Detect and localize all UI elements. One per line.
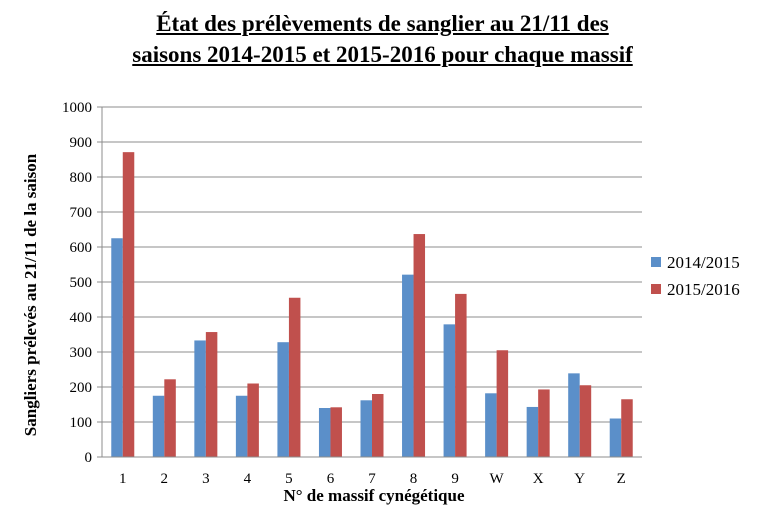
y-tick-label: 200	[70, 380, 93, 396]
bar-series-1-X	[526, 406, 539, 457]
y-tick-label: 1000	[62, 100, 92, 116]
bars	[111, 152, 633, 457]
y-axis-title: Sangliers prélevés au 21/11 de la saison	[21, 153, 40, 436]
bar-series-2-5	[288, 297, 301, 457]
y-tick-label: 300	[70, 345, 93, 361]
y-tick-labels: 0 100 200 300 400 500 600 700 800 900 1000	[62, 100, 92, 466]
legend-label: 2015/2016	[667, 280, 740, 299]
x-tick-label: Z	[617, 471, 626, 487]
x-tick-label: 3	[202, 471, 210, 487]
x-tick-label: 7	[368, 471, 376, 487]
bar-series-1-1	[111, 238, 123, 457]
bar-series-2-8	[413, 234, 426, 457]
legend-label: 2014/2015	[667, 253, 740, 272]
legend-swatch	[651, 257, 661, 267]
bar-series-2-Z	[621, 399, 633, 457]
y-tick-label: 400	[70, 310, 93, 326]
bar-series-2-Y	[579, 385, 592, 457]
x-tick-label: 2	[161, 471, 169, 487]
x-tick-labels: 1 2 3 4 5 6 7 8 9 W X Y Z	[119, 471, 626, 487]
bar-series-1-9	[443, 324, 456, 457]
bar-series-2-7	[372, 394, 384, 457]
bar-series-2-2	[164, 379, 176, 457]
x-tick-label: Y	[574, 471, 585, 487]
y-tick-label: 0	[85, 450, 93, 466]
x-tick-label: 8	[410, 471, 418, 487]
x-tick-label: W	[490, 471, 505, 487]
bar-series-1-2	[152, 395, 165, 457]
chart-title-line-2: saisons 2014-2015 et 2015-2016 pour chaq…	[132, 42, 633, 67]
bar-series-1-Y	[568, 373, 580, 457]
x-tick-label: X	[533, 471, 544, 487]
y-tick-label: 600	[70, 240, 93, 256]
legend-swatch	[651, 284, 661, 294]
x-tick-label: 9	[451, 471, 459, 487]
y-tick-label: 500	[70, 275, 93, 291]
bar-series-2-4	[247, 383, 259, 457]
bar-series-2-X	[538, 389, 550, 457]
bar-series-1-4	[235, 395, 248, 457]
x-axis-title: N° de massif cynégétique	[283, 486, 464, 505]
bar-series-1-3	[194, 340, 206, 457]
y-tick-label: 700	[70, 205, 93, 221]
x-tick-label: 4	[244, 471, 252, 487]
x-tick-label: 1	[119, 471, 127, 487]
y-tick-label: 800	[70, 170, 93, 186]
y-tick-label: 900	[70, 135, 93, 151]
legend: 2014/2015 2015/2016	[651, 253, 740, 299]
bar-series-1-Z	[609, 418, 622, 457]
bar-series-2-W	[496, 350, 509, 457]
bar-series-2-6	[330, 407, 342, 457]
gridlines	[102, 106, 642, 423]
bar-series-1-8	[402, 274, 414, 457]
axes	[97, 106, 642, 458]
chart-title-line-1: État des prélèvements de sanglier au 21/…	[156, 11, 609, 36]
bar-series-2-1	[122, 152, 135, 457]
x-tick-label: 5	[285, 471, 293, 487]
bar-series-1-5	[277, 342, 289, 457]
bar-series-2-9	[455, 293, 467, 457]
chart-title: État des prélèvements de sanglier au 21/…	[0, 8, 765, 70]
x-tick-label: 6	[327, 471, 335, 487]
y-tick-label: 100	[70, 415, 93, 431]
bar-series-1-6	[318, 408, 331, 457]
bar-series-2-3	[205, 332, 218, 457]
bar-series-1-7	[360, 400, 372, 457]
bar-series-1-W	[485, 393, 497, 457]
